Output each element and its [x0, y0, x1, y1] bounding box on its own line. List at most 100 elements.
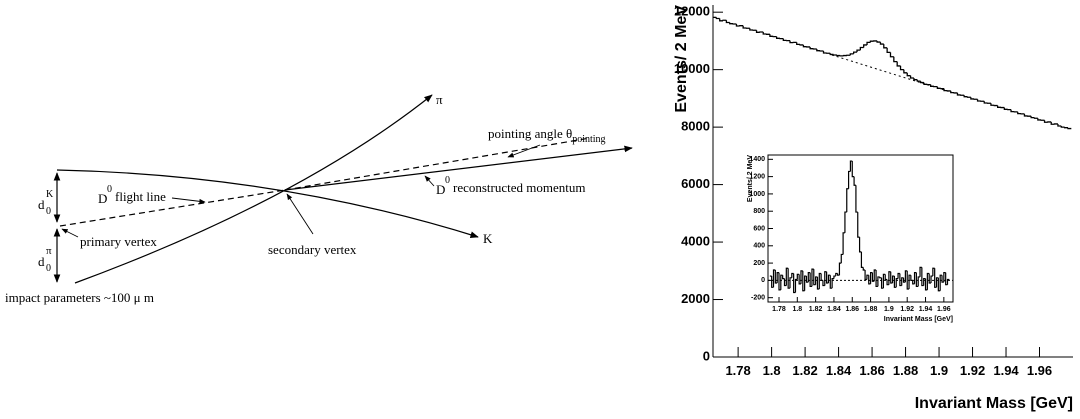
- histogram-bin: [956, 92, 961, 96]
- histogram-bin: [976, 99, 981, 102]
- histogram-bin: [742, 25, 747, 29]
- histogram-bin: [799, 44, 804, 46]
- pi-label: π: [436, 92, 443, 107]
- histogram-bin: [774, 270, 778, 284]
- y-tick-label: 4000: [681, 233, 710, 248]
- histogram-bin: [917, 276, 921, 287]
- x-tick-label: 1.88: [893, 363, 918, 378]
- histogram-bin: [789, 277, 792, 289]
- d0k-label: d 0 K: [38, 189, 54, 217]
- histogram-bin: [868, 275, 871, 285]
- label-sup: π: [46, 245, 52, 257]
- y-tick-label: 10000: [674, 61, 710, 76]
- histogram-bin: [866, 41, 871, 45]
- x-axis-title: Invariant Mass [GeV]: [884, 316, 953, 323]
- histogram-bin: [913, 77, 918, 81]
- impact-label: impact parameters ~100 μ m: [5, 290, 154, 305]
- histogram-bin: [802, 44, 807, 48]
- histogram-bin: [857, 212, 860, 238]
- histogram-bin: [822, 50, 827, 54]
- histogram-bin: [928, 273, 932, 284]
- histogram-bin: [886, 279, 889, 286]
- x-tick-label: 1.96: [937, 306, 951, 313]
- histogram-bin: [997, 105, 1001, 108]
- histogram-bin: [935, 277, 939, 288]
- histogram-bin: [903, 69, 908, 74]
- x-tick-label: 1.9: [930, 363, 948, 378]
- histogram-bin: [945, 272, 948, 286]
- histogram-bin: [913, 272, 917, 284]
- histogram-bin: [1043, 120, 1048, 123]
- histogram-bin: [818, 272, 822, 290]
- histogram-bin: [859, 46, 864, 51]
- histogram-bin: [876, 40, 881, 43]
- y-tick-label: 1000: [749, 191, 765, 198]
- label-base: d: [38, 197, 45, 212]
- histogram-bin: [899, 273, 902, 287]
- x-tick-label: 1.94: [919, 306, 933, 313]
- histogram-bin: [919, 81, 924, 84]
- x-tick-label: 1.9: [884, 306, 894, 313]
- y-tick-label: -200: [751, 295, 765, 302]
- x-tick-label: 1.94: [993, 363, 1019, 378]
- histogram-bin: [749, 28, 754, 31]
- histogram-bin: [912, 280, 915, 285]
- label-base: D: [436, 182, 445, 197]
- histogram-bin: [782, 38, 787, 41]
- histogram-bin: [983, 101, 988, 104]
- histogram-bin: [800, 270, 803, 284]
- histogram-bin: [921, 267, 924, 287]
- histogram-bin: [722, 19, 727, 21]
- histogram-bin: [793, 273, 796, 294]
- y-tick-label: 12000: [674, 4, 710, 19]
- histogram-bin: [846, 188, 849, 213]
- histogram-bin: [966, 96, 971, 98]
- histogram-bin: [809, 272, 812, 288]
- histogram-bin: [886, 47, 891, 54]
- histogram-bin: [943, 88, 948, 92]
- histogram-bin: [805, 276, 809, 283]
- y-tick-label: 1200: [749, 173, 765, 180]
- histogram-bin: [869, 272, 873, 284]
- histogram-bin: [778, 272, 781, 291]
- label-sup: 0: [107, 184, 112, 195]
- histogram-bin: [775, 36, 780, 39]
- histogram-bin: [849, 160, 853, 172]
- histogram-bin: [873, 269, 877, 282]
- histogram-bin: [851, 161, 855, 178]
- histogram-bin: [880, 277, 884, 289]
- y-tick-label: 6000: [681, 176, 710, 191]
- histogram-bin: [904, 270, 908, 283]
- histogram-bin: [735, 23, 740, 27]
- histogram-bin: [896, 61, 901, 67]
- histogram-bin: [906, 270, 910, 290]
- histogram-bin: [901, 277, 904, 286]
- x-tick-label: 1.88: [864, 306, 878, 313]
- y-tick-label: 200: [753, 260, 765, 267]
- histogram-bin: [908, 274, 911, 290]
- histogram-bin: [893, 276, 897, 288]
- histogram-bin: [1033, 117, 1038, 119]
- histogram-bin: [813, 269, 816, 286]
- histogram-bin: [798, 274, 801, 285]
- histogram-bin: [729, 22, 734, 25]
- histogram-bin: [1017, 111, 1022, 115]
- histogram-bin: [836, 54, 841, 57]
- momentum-label: D0 reconstructed momentum: [436, 175, 586, 197]
- histogram-bin: [847, 170, 851, 189]
- histogram-bin: [882, 273, 886, 289]
- decay-diagram: [53, 94, 633, 284]
- histogram-bin: [816, 48, 821, 52]
- flight-label: D0 flight line: [98, 184, 166, 206]
- flight-line: [59, 189, 286, 227]
- histogram-bin: [926, 272, 930, 290]
- y-tick-label: 1400: [749, 156, 765, 163]
- histogram-bin: [771, 276, 774, 288]
- histogram-bin: [1063, 127, 1068, 129]
- histogram-bin: [899, 65, 904, 71]
- histogram-bin: [1050, 121, 1055, 125]
- histogram-bin: [909, 75, 914, 79]
- label-base: D: [98, 191, 107, 206]
- x-axis-title: Invariant Mass [GeV]: [915, 395, 1073, 412]
- histogram-bin: [943, 272, 946, 283]
